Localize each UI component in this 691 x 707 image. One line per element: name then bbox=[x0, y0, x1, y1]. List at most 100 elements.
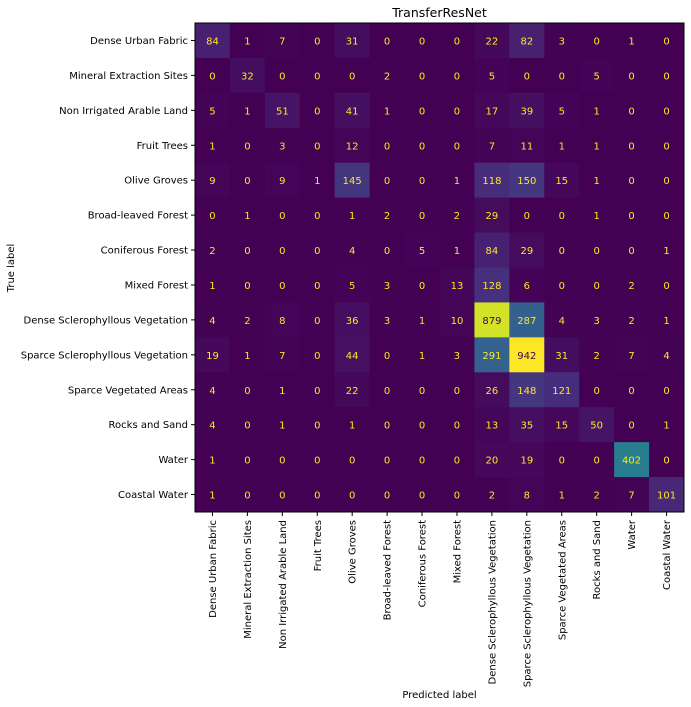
heatmap-cell bbox=[649, 337, 685, 373]
cell-value-label: 0 bbox=[628, 176, 634, 187]
cell-value-label: 1 bbox=[593, 211, 599, 222]
heatmap-cell bbox=[334, 57, 371, 94]
heatmap-cell bbox=[334, 477, 371, 513]
cell-value-label: 0 bbox=[314, 491, 320, 502]
cell-value-label: 3 bbox=[559, 36, 565, 47]
heatmap-cell bbox=[334, 302, 371, 338]
cell-value-label: 0 bbox=[314, 421, 320, 432]
cell-value-label: 10 bbox=[451, 316, 464, 327]
heatmap-cell bbox=[649, 197, 685, 233]
cell-value-label: 1 bbox=[209, 281, 215, 292]
heatmap-cell bbox=[439, 477, 475, 513]
heatmap-cell bbox=[195, 372, 231, 408]
cell-value-label: 0 bbox=[384, 491, 390, 502]
cell-value-label: 291 bbox=[482, 351, 501, 362]
cell-value-label: 0 bbox=[384, 386, 390, 397]
heatmap-cell bbox=[509, 92, 545, 129]
cell-value-label: 0 bbox=[419, 491, 425, 502]
y-tick-label: Dense Urban Fabric bbox=[90, 36, 188, 47]
y-tick-label: Mineral Extraction Sites bbox=[69, 71, 188, 82]
cell-value-label: 0 bbox=[279, 71, 285, 82]
heatmap-cell bbox=[474, 302, 510, 338]
heatmap-cell bbox=[404, 127, 440, 164]
cell-value-label: 0 bbox=[593, 281, 599, 292]
heatmap-cell bbox=[579, 23, 615, 59]
heatmap-cell bbox=[195, 477, 231, 513]
cell-value-label: 5 bbox=[419, 246, 425, 257]
heatmap-cell bbox=[579, 57, 615, 94]
cell-value-label: 0 bbox=[663, 106, 669, 117]
cell-value-label: 1 bbox=[559, 491, 565, 502]
heatmap-cell bbox=[579, 92, 615, 129]
cell-value-label: 1 bbox=[209, 141, 215, 152]
cell-value-label: 2 bbox=[384, 71, 390, 82]
heatmap-cell bbox=[544, 267, 580, 303]
cell-value-label: 17 bbox=[486, 106, 499, 117]
cell-value-label: 3 bbox=[454, 351, 460, 362]
y-axis-label: True label bbox=[6, 244, 17, 294]
cell-value-label: 0 bbox=[628, 141, 634, 152]
cell-value-label: 0 bbox=[244, 456, 250, 467]
cell-value-label: 0 bbox=[663, 36, 669, 47]
cell-value-label: 0 bbox=[384, 141, 390, 152]
heatmap-cell bbox=[544, 372, 580, 408]
cell-value-label: 0 bbox=[314, 351, 320, 362]
heatmap-cell bbox=[334, 267, 371, 303]
x-axis-label: Predicted label bbox=[402, 690, 476, 701]
heatmap-cell bbox=[649, 162, 685, 199]
plot-frame bbox=[194, 22, 685, 513]
heatmap-cell bbox=[474, 267, 510, 303]
x-axis: Dense Urban Fabric Mineral Extraction Sit… bbox=[208, 512, 673, 687]
heatmap-cell bbox=[509, 302, 545, 338]
cell-value-label: 2 bbox=[593, 351, 599, 362]
heatmap-cell bbox=[229, 302, 266, 338]
y-tick-label: Coastal Water bbox=[118, 490, 189, 501]
y-tick-label: Rocks and Sand bbox=[109, 420, 188, 431]
heatmap-cell bbox=[474, 92, 510, 129]
chart-title: TransferResNet bbox=[391, 5, 487, 20]
heatmap-cell bbox=[404, 23, 440, 59]
heatmap-cell bbox=[439, 302, 475, 338]
cell-value-label: 1 bbox=[244, 351, 250, 362]
heatmap-cell bbox=[474, 57, 510, 94]
heatmap-cell bbox=[195, 267, 231, 303]
cell-value-label: 0 bbox=[628, 71, 634, 82]
heatmap-cell bbox=[509, 267, 545, 303]
cell-value-label: 8 bbox=[524, 491, 530, 502]
cell-value-label: 0 bbox=[384, 456, 390, 467]
heatmap-cell bbox=[195, 57, 231, 94]
heatmap-cell bbox=[439, 407, 475, 443]
cell-value-label: 13 bbox=[486, 421, 499, 432]
cell-value-label: 0 bbox=[593, 386, 599, 397]
heatmap-cell bbox=[509, 57, 545, 94]
heatmap-cell bbox=[334, 92, 371, 129]
heatmap-cell bbox=[195, 337, 231, 373]
cell-value-label: 0 bbox=[384, 351, 390, 362]
heatmap-cell bbox=[509, 197, 545, 233]
heatmap-cell bbox=[649, 92, 685, 129]
cell-value-label: 5 bbox=[489, 71, 495, 82]
heatmap-cell bbox=[614, 407, 650, 443]
cell-value-label: 1 bbox=[279, 421, 285, 432]
cell-value-label: 12 bbox=[346, 141, 359, 152]
x-tick-label: Broad-leaved Forest bbox=[383, 520, 394, 620]
cell-value-label: 118 bbox=[482, 176, 501, 187]
cell-value-label: 0 bbox=[559, 281, 565, 292]
cell-value-label: 4 bbox=[559, 316, 565, 327]
heatmap-cell bbox=[229, 407, 266, 443]
cell-value-label: 0 bbox=[314, 141, 320, 152]
x-tick-label: Non Irrigated Arable Land bbox=[278, 520, 289, 649]
cell-value-label: 0 bbox=[314, 246, 320, 257]
cell-value-label: 22 bbox=[486, 36, 499, 47]
cell-value-label: 0 bbox=[349, 71, 355, 82]
cell-value-label: 0 bbox=[419, 421, 425, 432]
heatmap-cell bbox=[544, 302, 580, 338]
cell-value-label: 5 bbox=[593, 71, 599, 82]
heatmap-cell bbox=[649, 407, 685, 443]
cell-value-label: 0 bbox=[279, 456, 285, 467]
cell-value-label: 0 bbox=[209, 211, 215, 222]
heatmap-cell bbox=[614, 23, 650, 59]
cell-value-label: 0 bbox=[244, 281, 250, 292]
heatmap-cell bbox=[649, 23, 685, 59]
heatmap-cell bbox=[439, 197, 475, 233]
